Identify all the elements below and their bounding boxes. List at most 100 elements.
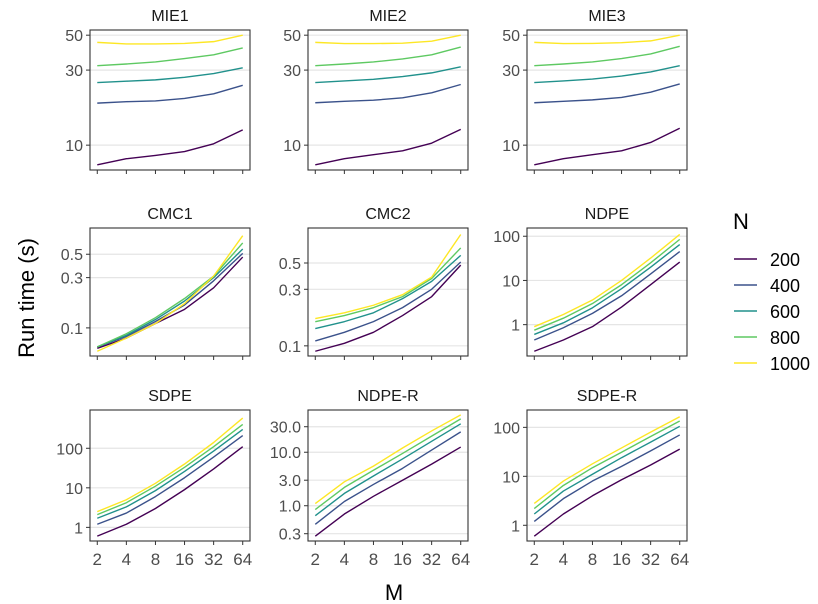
panel-ndpe-r: NDPE-R 0.3 1.0 3.0 10.0 30.0 2 4 8 16 32 64 (270, 388, 470, 569)
series-line-400 (314, 431, 462, 525)
series-line-400 (315, 83, 461, 104)
x-tick-label: 8 (151, 550, 160, 569)
series-line-1000 (315, 234, 462, 320)
panel-title: CMC2 (365, 206, 410, 223)
y-tick-label: 0.3 (61, 271, 83, 288)
panel-frame (526, 29, 688, 171)
panel-title: SDPE-R (577, 388, 637, 405)
series-line-800 (97, 47, 243, 67)
series-line-600 (315, 254, 462, 330)
panel-cmc2: CMC2 0.1 0.3 0.5 (279, 206, 469, 360)
y-tick-label: 30 (65, 63, 83, 80)
x-tick-label: 64 (670, 550, 689, 569)
series-line-200 (315, 128, 462, 166)
y-tick-label: 10 (502, 273, 520, 290)
y-tick-label: 1 (511, 518, 520, 535)
x-tick-label: 64 (451, 550, 470, 569)
panels: MIE1 10 30 50 MIE2 10 30 50 MIE3 10 30 50 CMC1 0.1 0.3… (56, 8, 689, 569)
panel-frame (526, 227, 688, 357)
series-line-1000 (315, 34, 461, 45)
series-line-400 (315, 261, 462, 342)
y-tick-label: 30 (502, 63, 520, 80)
series-line-1000 (314, 414, 462, 505)
panel-ndpe: NDPE 1 10 100 (493, 206, 688, 360)
legend-title: N (733, 209, 749, 234)
panel-cmc1: CMC1 0.1 0.3 0.5 (61, 206, 251, 360)
panel-frame (89, 29, 251, 171)
x-tick-label: 8 (588, 550, 597, 569)
legend: N 200 400 600 800 1000 (733, 209, 810, 374)
y-tick-label: 100 (493, 420, 520, 437)
y-tick-label: 10 (65, 138, 83, 155)
series-line-600 (533, 425, 681, 515)
x-tick-label: 4 (122, 550, 131, 569)
x-tick-label: 4 (559, 550, 568, 569)
panel-frame (307, 409, 469, 542)
y-tick-label: 0.3 (279, 527, 301, 544)
series-line-800 (315, 46, 461, 67)
y-tick-label: 0.3 (279, 282, 301, 299)
series-line-200 (534, 127, 681, 166)
y-tick-label: 10 (283, 138, 301, 155)
series-line-400 (533, 251, 681, 341)
series-line-600 (315, 66, 461, 84)
panel-frame (307, 29, 469, 171)
series-line-600 (97, 248, 244, 348)
legend-label-1000: 1000 (770, 354, 810, 374)
x-tick-label: 2 (93, 550, 102, 569)
panel-sdpe-r: SDPE-R 1 10 100 2 4 8 16 32 64 (493, 388, 689, 569)
y-tick-label: 10.0 (270, 445, 301, 462)
series-line-1000 (97, 34, 243, 45)
series-line-200 (315, 264, 462, 352)
series-line-600 (534, 243, 681, 336)
y-tick-label: 50 (502, 28, 520, 45)
x-tick-label: 16 (175, 550, 194, 569)
x-tick-label: 16 (612, 550, 631, 569)
legend-label-200: 200 (770, 250, 800, 270)
series-line-800 (96, 242, 244, 348)
x-tick-label: 64 (233, 550, 252, 569)
panel-sdpe: SDPE 1 10 100 2 4 8 16 32 64 (56, 388, 252, 569)
series-line-800 (534, 238, 681, 331)
series-line-600 (314, 423, 462, 517)
x-tick-label: 4 (340, 550, 349, 569)
y-tick-label: 30.0 (270, 420, 301, 437)
x-tick-label: 16 (393, 550, 412, 569)
y-tick-label: 10 (502, 138, 520, 155)
series-line-1000 (534, 34, 680, 45)
panel-title: SDPE (148, 388, 192, 405)
series-line-1000 (97, 417, 244, 513)
panel-title: MIE3 (588, 8, 625, 25)
y-tick-label: 0.1 (61, 321, 83, 338)
series-line-200 (97, 446, 244, 537)
series-line-400 (97, 434, 244, 525)
x-tick-label: 8 (369, 550, 378, 569)
y-tick-label: 0.5 (61, 247, 83, 264)
series-line-800 (533, 420, 681, 510)
series-line-1000 (533, 416, 681, 504)
x-tick-label: 32 (422, 550, 441, 569)
legend-label-600: 600 (770, 302, 800, 322)
panel-frame (307, 227, 469, 357)
y-tick-label: 50 (283, 28, 301, 45)
x-tick-label: 2 (311, 550, 320, 569)
series-line-400 (533, 434, 681, 522)
y-tick-label: 50 (65, 28, 83, 45)
series-line-200 (97, 129, 244, 166)
series-line-800 (315, 247, 462, 323)
panel-frame (89, 409, 251, 542)
series-line-1000 (96, 235, 244, 352)
panel-title: MIE1 (151, 8, 188, 25)
y-tick-label: 100 (493, 229, 520, 246)
series-line-600 (97, 428, 244, 519)
panel-title: CMC1 (147, 206, 192, 223)
y-tick-label: 10 (502, 469, 520, 486)
series-line-800 (314, 418, 462, 511)
x-tick-label: 2 (530, 550, 539, 569)
series-line-200 (534, 261, 681, 352)
y-axis-label: Run time (s) (14, 238, 39, 358)
series-line-200 (314, 446, 462, 537)
legend-label-800: 800 (770, 328, 800, 348)
